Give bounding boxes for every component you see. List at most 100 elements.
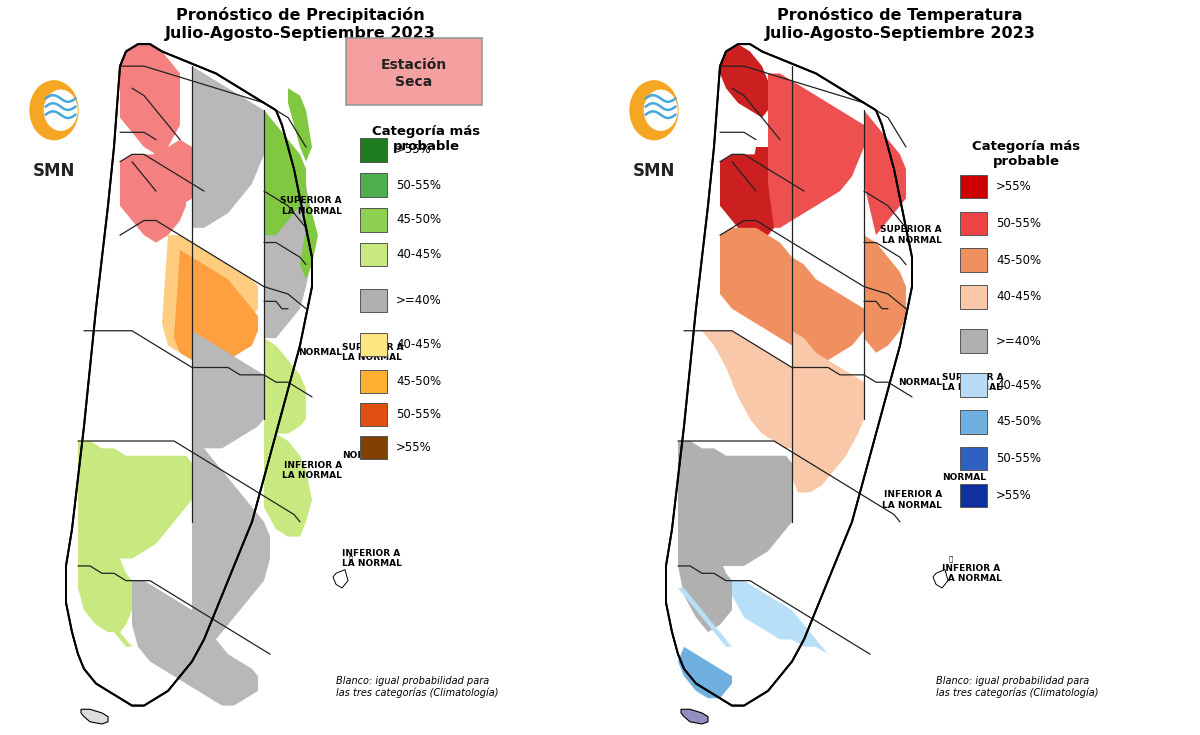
Text: 45-50%: 45-50% bbox=[996, 415, 1042, 429]
Polygon shape bbox=[678, 588, 732, 647]
Text: SUPERIOR A
LA NORMAL: SUPERIOR A LA NORMAL bbox=[281, 196, 342, 215]
Bar bbox=[360, 289, 386, 312]
Text: INFERIOR A
LA NORMAL: INFERIOR A LA NORMAL bbox=[942, 564, 1002, 583]
Polygon shape bbox=[934, 570, 948, 588]
Polygon shape bbox=[750, 140, 798, 220]
Text: 50-55%: 50-55% bbox=[396, 408, 442, 421]
Text: 45-50%: 45-50% bbox=[396, 213, 442, 226]
Text: SMN: SMN bbox=[32, 162, 76, 179]
Text: SUPERIOR A
LA NORMAL: SUPERIOR A LA NORMAL bbox=[942, 373, 1003, 392]
Text: >=40%: >=40% bbox=[396, 294, 442, 307]
Polygon shape bbox=[720, 228, 864, 360]
Polygon shape bbox=[120, 154, 186, 243]
Bar bbox=[960, 329, 986, 353]
Circle shape bbox=[30, 81, 78, 140]
Bar bbox=[360, 436, 386, 459]
Circle shape bbox=[644, 90, 677, 130]
Circle shape bbox=[630, 81, 678, 140]
Text: 🐧: 🐧 bbox=[949, 556, 953, 562]
Bar bbox=[360, 173, 386, 197]
Text: Pronóstico de Precipitación
Julio-Agosto-Septiembre 2023: Pronóstico de Precipitación Julio-Agosto… bbox=[164, 7, 436, 40]
Bar bbox=[960, 484, 986, 507]
Text: 50-55%: 50-55% bbox=[996, 452, 1042, 465]
Polygon shape bbox=[78, 441, 192, 559]
Polygon shape bbox=[732, 581, 858, 676]
Circle shape bbox=[44, 90, 77, 130]
Text: Blanco: igual probabilidad para
las tres categorías (Climatología): Blanco: igual probabilidad para las tres… bbox=[336, 676, 498, 698]
Text: Blanco: igual probabilidad para
las tres categorías (Climatología): Blanco: igual probabilidad para las tres… bbox=[936, 676, 1098, 698]
Text: >55%: >55% bbox=[396, 441, 432, 454]
Text: 50-55%: 50-55% bbox=[396, 179, 442, 192]
Polygon shape bbox=[792, 331, 864, 492]
Text: INFERIOR A
LA NORMAL: INFERIOR A LA NORMAL bbox=[882, 490, 942, 509]
Text: 40-45%: 40-45% bbox=[996, 379, 1042, 392]
Polygon shape bbox=[120, 44, 180, 154]
Text: SUPERIOR A
LA NORMAL: SUPERIOR A LA NORMAL bbox=[881, 226, 942, 245]
Polygon shape bbox=[720, 154, 786, 243]
Polygon shape bbox=[192, 66, 264, 228]
Bar bbox=[360, 208, 386, 232]
Polygon shape bbox=[288, 88, 312, 162]
Polygon shape bbox=[66, 44, 312, 706]
Polygon shape bbox=[678, 647, 732, 698]
FancyBboxPatch shape bbox=[347, 38, 482, 105]
Bar bbox=[960, 447, 986, 470]
Text: INFERIOR A
LA NORMAL: INFERIOR A LA NORMAL bbox=[282, 461, 342, 480]
Text: SMN: SMN bbox=[632, 162, 676, 179]
Bar bbox=[360, 370, 386, 393]
Polygon shape bbox=[264, 110, 312, 338]
Polygon shape bbox=[162, 235, 258, 353]
Text: Categoría más
probable: Categoría más probable bbox=[972, 140, 1080, 168]
Polygon shape bbox=[192, 441, 270, 654]
Text: 40-45%: 40-45% bbox=[996, 290, 1042, 304]
Text: 40-45%: 40-45% bbox=[396, 248, 442, 261]
Polygon shape bbox=[264, 110, 306, 235]
Polygon shape bbox=[132, 581, 258, 706]
Text: Categoría más
probable: Categoría más probable bbox=[372, 125, 480, 153]
Bar bbox=[960, 285, 986, 309]
Polygon shape bbox=[864, 110, 906, 235]
Text: >=40%: >=40% bbox=[996, 334, 1042, 348]
Polygon shape bbox=[192, 331, 264, 448]
Text: SUPERIOR A
LA NORMAL: SUPERIOR A LA NORMAL bbox=[342, 343, 403, 362]
Polygon shape bbox=[678, 441, 792, 566]
Polygon shape bbox=[150, 140, 198, 213]
Bar bbox=[360, 138, 386, 162]
Polygon shape bbox=[666, 44, 912, 706]
Bar bbox=[960, 212, 986, 235]
Polygon shape bbox=[720, 44, 768, 118]
Polygon shape bbox=[82, 709, 108, 724]
Text: Estación
Seca: Estación Seca bbox=[380, 58, 448, 89]
Polygon shape bbox=[264, 426, 312, 537]
Polygon shape bbox=[264, 338, 306, 434]
Polygon shape bbox=[78, 588, 132, 647]
Polygon shape bbox=[684, 331, 864, 448]
Text: 45-50%: 45-50% bbox=[396, 375, 442, 388]
Text: 45-50%: 45-50% bbox=[996, 254, 1042, 267]
Bar bbox=[960, 248, 986, 272]
Text: >55%: >55% bbox=[396, 143, 432, 157]
Polygon shape bbox=[678, 485, 732, 632]
Bar bbox=[960, 410, 986, 434]
Bar bbox=[360, 243, 386, 266]
Text: Pronóstico de Temperatura
Julio-Agosto-Septiembre 2023: Pronóstico de Temperatura Julio-Agosto-S… bbox=[764, 7, 1036, 40]
Text: >55%: >55% bbox=[996, 180, 1032, 193]
Polygon shape bbox=[78, 485, 132, 632]
Polygon shape bbox=[666, 44, 912, 706]
Bar bbox=[960, 175, 986, 198]
Text: NORMAL: NORMAL bbox=[942, 473, 986, 482]
Text: NORMAL: NORMAL bbox=[298, 348, 342, 357]
Polygon shape bbox=[66, 44, 312, 706]
Polygon shape bbox=[300, 191, 318, 279]
Polygon shape bbox=[864, 235, 906, 353]
Polygon shape bbox=[682, 709, 708, 724]
Polygon shape bbox=[174, 250, 258, 360]
Bar bbox=[360, 403, 386, 426]
Text: NORMAL: NORMAL bbox=[342, 451, 386, 460]
Bar bbox=[960, 373, 986, 397]
Text: 40-45%: 40-45% bbox=[396, 338, 442, 351]
Text: >55%: >55% bbox=[996, 489, 1032, 502]
Polygon shape bbox=[768, 74, 864, 228]
Text: 🐧: 🐧 bbox=[349, 556, 353, 562]
Text: 50-55%: 50-55% bbox=[996, 217, 1042, 230]
